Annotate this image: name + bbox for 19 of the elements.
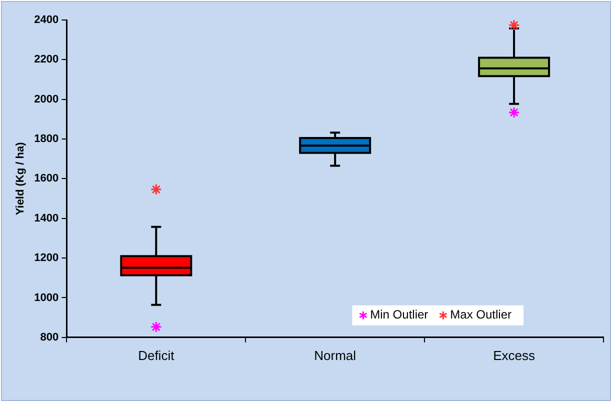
y-tick-label: 1200 (34, 252, 59, 264)
y-tick-label: 1600 (34, 172, 59, 185)
x-tick-label: Normal (314, 348, 356, 363)
y-tick-label: 1800 (34, 133, 59, 146)
point (508, 106, 520, 118)
y-tick-label: 2200 (34, 54, 59, 66)
y-tick-label: 2400 (34, 14, 59, 26)
y-tick-label: 2000 (34, 93, 59, 106)
x-tick-label: Deficit (138, 348, 175, 363)
y-tick-label: 800 (40, 331, 59, 344)
legend-label: Max Outlier (450, 308, 512, 322)
y-axis-title: Yield (Kg / ha) (14, 142, 27, 216)
x-tick-label: Excess (493, 348, 536, 363)
legend-label: Min Outlier (370, 308, 428, 322)
point (150, 321, 162, 333)
point (150, 184, 162, 196)
point (508, 20, 520, 31)
y-tick-label: 1000 (34, 292, 59, 304)
y-tick-label: 1400 (34, 212, 59, 224)
